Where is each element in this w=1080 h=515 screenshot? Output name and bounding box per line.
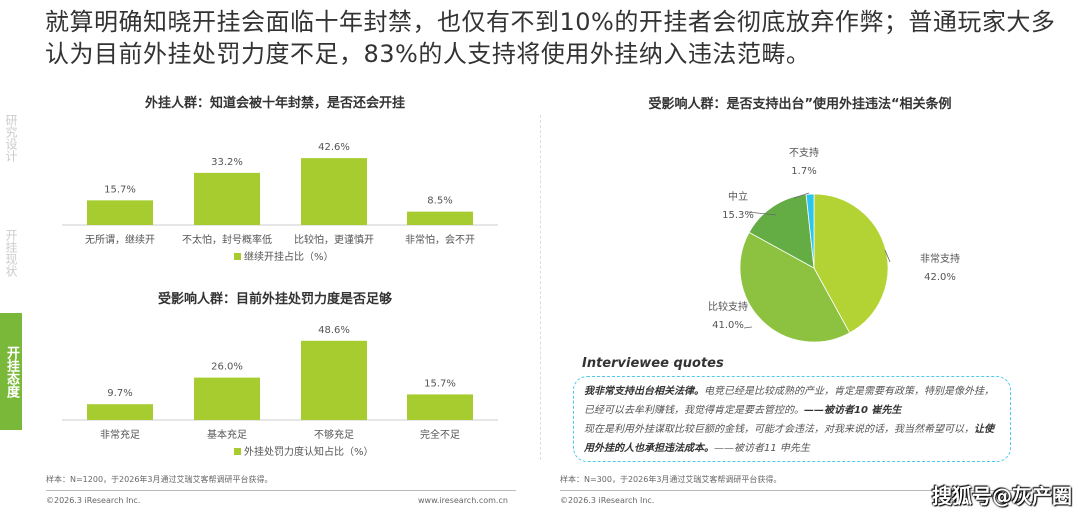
chart1-data-label: 8.5% — [427, 196, 452, 207]
pie-slice-name: 中立 — [728, 190, 748, 203]
quotes-box: 我非常支持出台相关法律。电竞已经是比较成熟的产业，肯定是需要有政策，特别是像外挂… — [573, 376, 1011, 462]
pie-title: 受影响人群：是否支持出台”使用外挂违法“相关条例 — [648, 97, 952, 112]
url-left[interactable]: www.iresearch.com.cn — [418, 496, 508, 505]
pie-slice — [813, 193, 889, 334]
chart2-data-label: 9.7% — [107, 388, 132, 399]
copyright-right: ©2026.3 iResearch Inc. — [560, 496, 655, 505]
sidebar-item-cheat-attitude[interactable]: 开挂态度 — [0, 313, 22, 430]
pie-slice-value: 41.0% — [712, 320, 744, 331]
quote1-bold: 我非常支持出台相关法律。 — [584, 386, 704, 397]
copyright-left: ©2026.3 iResearch Inc. — [46, 496, 141, 505]
pie-leader-line — [747, 211, 777, 216]
sample-note-right: 样本：N=300，于2026年3月通过艾瑞艾客帮调研平台获得。 — [560, 475, 782, 484]
chart1-bar — [194, 172, 260, 225]
footer-rule-left — [46, 490, 516, 491]
quote2-text: 现在是利用外挂谋取比较巨额的金钱，可能才会违法，对我来说的话，我当然希望可以， — [584, 424, 974, 435]
pie-slice-value: 15.3% — [722, 210, 754, 221]
quote1-source: ——被访者10 崔先生 — [804, 405, 902, 416]
footer-rule-right — [560, 490, 1030, 491]
chart1-bar — [87, 200, 153, 225]
chart1-legend-label: 继续开挂占比（%） — [244, 250, 334, 263]
chart1-data-label: 15.7% — [104, 184, 136, 195]
chart2-data-label: 48.6% — [318, 325, 350, 336]
sample-note-left: 样本：N=1200，于2026年3月通过艾瑞艾客帮调研平台获得。 — [46, 475, 273, 484]
quote1-text: 电竞已经是比较成熟的产业，肯定是需要有政策，特别是像外挂，已经可以去牟利赚钱，我… — [584, 386, 994, 416]
pie-slice — [739, 231, 851, 343]
quote2-source: ——被访者11 申先生 — [714, 443, 810, 454]
chart2-legend-label: 外挂处罚力度认知占比（%） — [244, 445, 374, 458]
pie-leader-line — [793, 192, 810, 199]
chart1-data-label: 33.2% — [211, 157, 243, 168]
chart1-bar — [301, 158, 367, 225]
sidebar-item-research-design[interactable]: 研究设计 — [4, 113, 18, 162]
pie-slice — [805, 193, 815, 269]
quotes-title: Interviewee quotes — [582, 356, 724, 371]
chart2-data-label: 26.0% — [211, 362, 243, 373]
chart2-data-label: 15.7% — [424, 378, 456, 389]
chart1-title: 外挂人群：知道会被十年封禁，是否还会开挂 — [144, 96, 405, 111]
pie-leader-line — [884, 249, 891, 263]
pie-slice-value: 42.0% — [924, 272, 956, 283]
pie-leader-line — [743, 326, 753, 329]
chart2-category-label: 基本充足 — [207, 428, 247, 441]
page-headline: 就算明确知晓开挂会面临十年封禁，也仅有不到10%的开挂者会彻底放弃作弊；普通玩家… — [45, 8, 1056, 68]
chart1-legend-swatch — [234, 253, 241, 260]
watermark: 搜狐号@灰产圈 — [932, 484, 1072, 508]
chart1-category-label: 无所谓，继续开 — [85, 233, 155, 246]
pie-slice-name: 非常支持 — [920, 252, 960, 265]
pie-slice-name: 比较支持 — [708, 300, 748, 313]
chart2-category-label: 完全不足 — [420, 428, 460, 441]
pie-slice-name: 不支持 — [789, 146, 819, 159]
chart2-bar — [194, 377, 260, 420]
chart1-category-label: 非常怕，会不开 — [405, 233, 475, 246]
column-divider — [540, 115, 541, 460]
pie-slice-value: 1.7% — [791, 166, 816, 177]
chart1-category-label: 不太怕，封号概率低 — [182, 233, 272, 246]
chart2-bar — [407, 394, 473, 420]
chart2-bar — [301, 340, 367, 420]
sidebar-item-cheat-status[interactable]: 开挂现状 — [4, 228, 18, 277]
chart2-bar — [87, 404, 153, 420]
quote2-bold: 让使用外挂的人也承担违法成本。 — [584, 424, 994, 454]
chart2-title: 受影响人群：目前外挂处罚力度是否足够 — [157, 292, 392, 307]
chart2-category-label: 非常充足 — [100, 428, 140, 441]
chart1-bar — [407, 211, 473, 225]
chart1-data-label: 42.6% — [318, 142, 350, 153]
chart1-category-label: 比较怕，更谨慎开 — [294, 233, 374, 246]
chart2-legend-swatch — [234, 448, 241, 455]
chart2-category-label: 不够充足 — [314, 428, 354, 441]
